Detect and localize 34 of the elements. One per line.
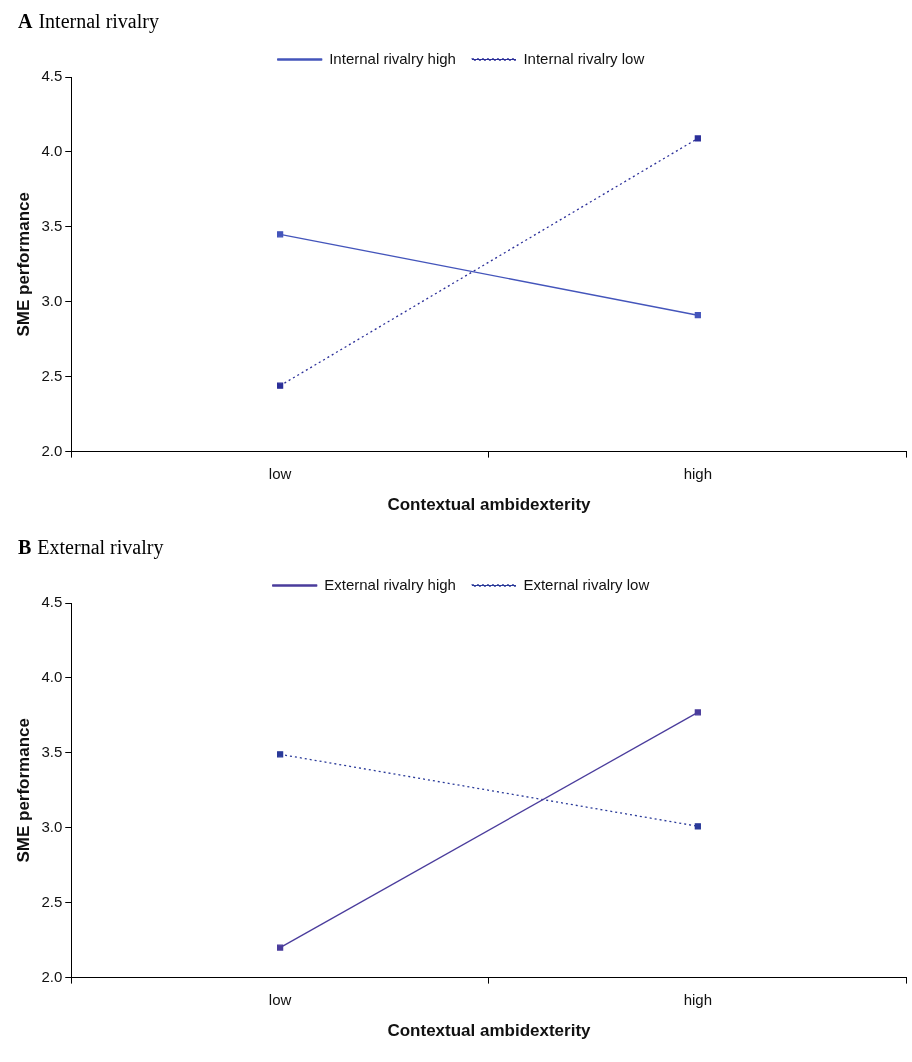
x-axis-title: Contextual ambidexterity: [387, 495, 592, 515]
y-tick-label: 4.0: [41, 668, 63, 686]
y-tick-label: 4.0: [41, 142, 63, 160]
chart-title: A Internal rivalry: [18, 10, 160, 35]
chart-title: B External rivalry: [18, 536, 165, 561]
y-tick-label: 3.0: [41, 817, 63, 835]
point: [276, 382, 284, 389]
y-tick-label: 3.5: [41, 742, 63, 760]
y-tick-label: 2.5: [41, 366, 63, 384]
point: [276, 944, 284, 951]
point: [694, 823, 701, 830]
x-tick-label: high: [683, 464, 713, 482]
point: [276, 231, 284, 238]
legend-label: Internal rivalry high: [329, 49, 456, 67]
y-tick-label: 2.0: [41, 441, 63, 459]
point: [276, 751, 284, 758]
y-tick-label: 4.5: [41, 67, 63, 85]
point: [694, 709, 701, 716]
y-tick-label: 3.5: [41, 216, 63, 234]
x-tick-label: high: [683, 990, 713, 1008]
y-axis-title: SME performance: [13, 192, 33, 337]
point: [694, 312, 701, 319]
x-tick-label: low: [268, 990, 292, 1008]
legend-label: Internal rivalry low: [523, 49, 645, 67]
y-tick-label: 2.5: [41, 892, 63, 910]
y-tick-label: 4.5: [41, 593, 63, 611]
legend-label: External rivalry low: [523, 575, 650, 593]
y-tick-label: 2.0: [41, 967, 63, 985]
point: [694, 135, 701, 142]
x-axis-title: Contextual ambidexterity: [387, 1021, 592, 1041]
y-axis-title: SME performance: [13, 718, 33, 863]
y-tick-label: 3.0: [41, 291, 63, 309]
x-tick-label: low: [268, 464, 292, 482]
legend-label: External rivalry high: [324, 575, 456, 593]
